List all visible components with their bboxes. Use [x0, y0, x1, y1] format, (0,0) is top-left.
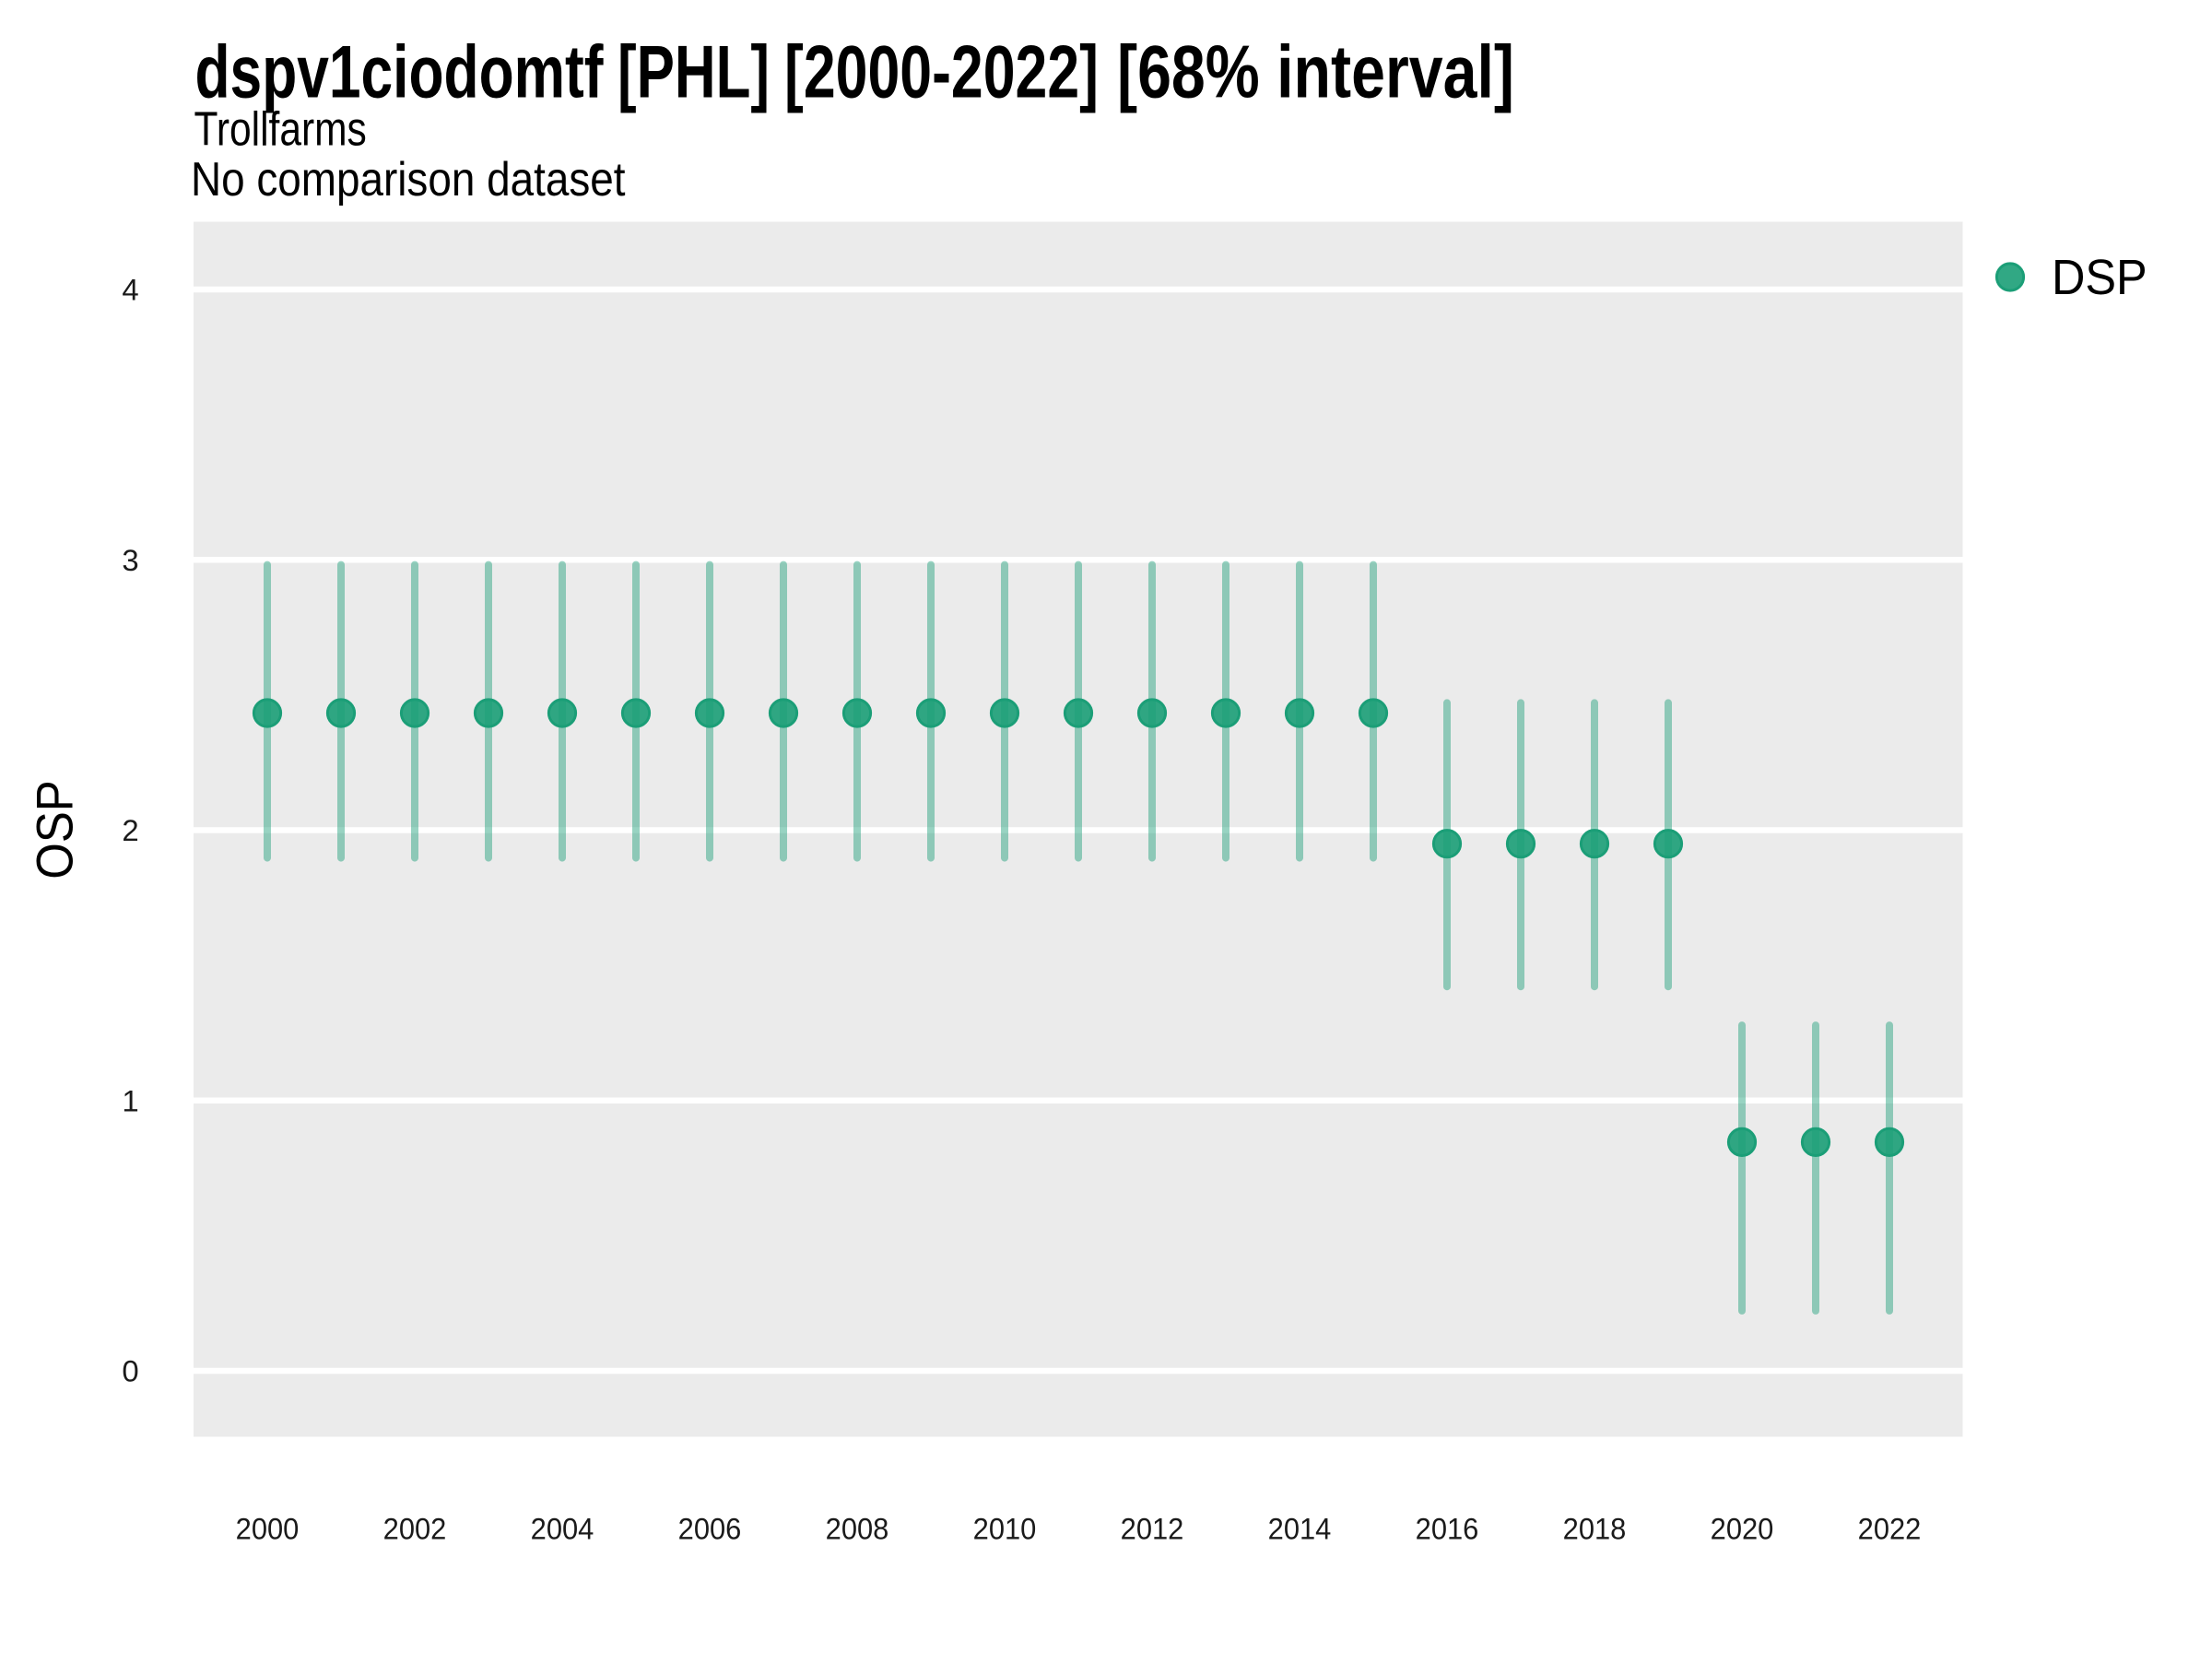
svg-text:3: 3	[122, 544, 138, 577]
svg-text:2006: 2006	[678, 1512, 742, 1545]
svg-text:2012: 2012	[1121, 1512, 1184, 1545]
svg-text:2016: 2016	[1416, 1512, 1479, 1545]
svg-text:2010: 2010	[973, 1512, 1037, 1545]
svg-text:4: 4	[122, 274, 138, 307]
svg-text:DSP: DSP	[2052, 250, 2147, 305]
svg-text:2000: 2000	[236, 1512, 300, 1545]
svg-text:No comparison dataset: No comparison dataset	[191, 152, 626, 206]
svg-text:[PHL]: [PHL]	[618, 30, 770, 113]
svg-text:2018: 2018	[1563, 1512, 1627, 1545]
svg-text:2014: 2014	[1268, 1512, 1332, 1545]
svg-text:OSP: OSP	[26, 780, 84, 879]
svg-text:2022: 2022	[1858, 1512, 1922, 1545]
svg-text:2002: 2002	[383, 1512, 447, 1545]
svg-text:[2000-2022]: [2000-2022]	[784, 30, 1099, 113]
svg-text:2020: 2020	[1711, 1512, 1774, 1545]
svg-text:2008: 2008	[826, 1512, 889, 1545]
svg-text:[68% interval]: [68% interval]	[1117, 30, 1514, 113]
svg-text:0: 0	[122, 1355, 138, 1388]
svg-text:2: 2	[122, 814, 138, 847]
svg-text:2004: 2004	[531, 1512, 594, 1545]
svg-text:1: 1	[122, 1084, 138, 1117]
svg-text:Trollfarms: Trollfarms	[194, 102, 367, 156]
svg-text:dspv1ciodomtf: dspv1ciodomtf	[195, 30, 605, 113]
